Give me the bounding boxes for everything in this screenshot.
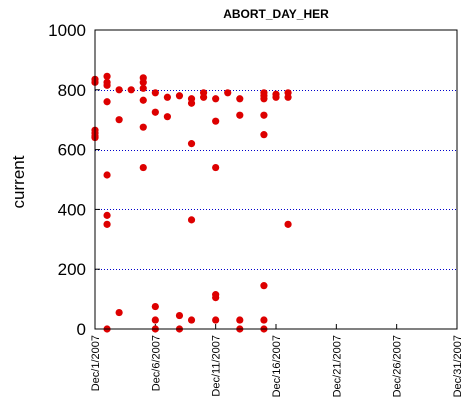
data-point [260, 282, 268, 290]
x-tick-label: Dec/31/2007 [452, 335, 463, 397]
data-point [200, 93, 208, 101]
y-axis-label: current [9, 155, 28, 208]
x-tick-label: Dec/1/2007 [90, 335, 102, 391]
x-tick-labels: Dec/1/2007 Dec/6/2007 Dec/11/2007 Dec/16/20… [90, 324, 463, 397]
plot-frame [94, 29, 458, 330]
y-tick-labels: 0 200 400 600 800 1000 [48, 21, 100, 339]
data-point [236, 316, 244, 324]
x-tick-label: Dec/21/2007 [331, 335, 343, 397]
y-tick-label: 0 [77, 320, 86, 339]
data-point [260, 95, 268, 103]
data-point [139, 78, 147, 86]
data-point [187, 316, 196, 324]
data-point [187, 216, 196, 224]
data-point [212, 117, 220, 125]
data-point [212, 163, 220, 172]
y-tick-label: 1000 [48, 21, 86, 40]
data-point [127, 86, 135, 94]
data-point [260, 316, 268, 324]
data-point [115, 116, 123, 124]
data-point [212, 95, 220, 103]
data-point [187, 140, 196, 148]
data-point [115, 308, 123, 317]
data-point [163, 113, 171, 121]
data-point [284, 220, 292, 228]
data-point [284, 93, 292, 101]
grid-layer [95, 90, 457, 270]
data-point [187, 99, 196, 107]
x-tick-label: Dec/11/2007 [211, 335, 223, 397]
data-point [103, 81, 111, 89]
x-tick-label: Dec/26/2007 [392, 335, 404, 397]
data-point [224, 89, 232, 97]
data-point [272, 93, 280, 101]
y-tick-label: 200 [58, 260, 86, 279]
x-tick-label: Dec/6/2007 [150, 335, 162, 391]
data-point [212, 294, 220, 302]
data-point [103, 72, 111, 80]
chart-title: ABORT_DAY_HER [223, 7, 329, 21]
data-point [151, 302, 159, 311]
y-tick-label: 400 [58, 200, 86, 219]
data-point [139, 96, 147, 104]
data-point [151, 89, 159, 97]
data-point [139, 84, 147, 92]
x-tick-label: Dec/16/2007 [271, 335, 283, 397]
data-point [260, 131, 268, 139]
data-point [260, 111, 268, 119]
data-point [175, 311, 184, 320]
y-tick-label: 800 [58, 81, 86, 100]
data-point [151, 316, 159, 324]
data-point [103, 98, 111, 106]
data-point [103, 171, 111, 179]
data-points [91, 72, 292, 333]
data-point [103, 220, 111, 228]
data-point [151, 108, 159, 116]
data-point [139, 123, 147, 131]
data-point [139, 163, 147, 172]
data-point [115, 86, 123, 94]
data-point [236, 111, 244, 119]
data-point [175, 92, 184, 100]
data-point [236, 95, 244, 103]
data-point [212, 316, 220, 324]
y-tick-label: 600 [58, 141, 86, 160]
data-point [163, 93, 171, 101]
data-point [103, 211, 111, 219]
